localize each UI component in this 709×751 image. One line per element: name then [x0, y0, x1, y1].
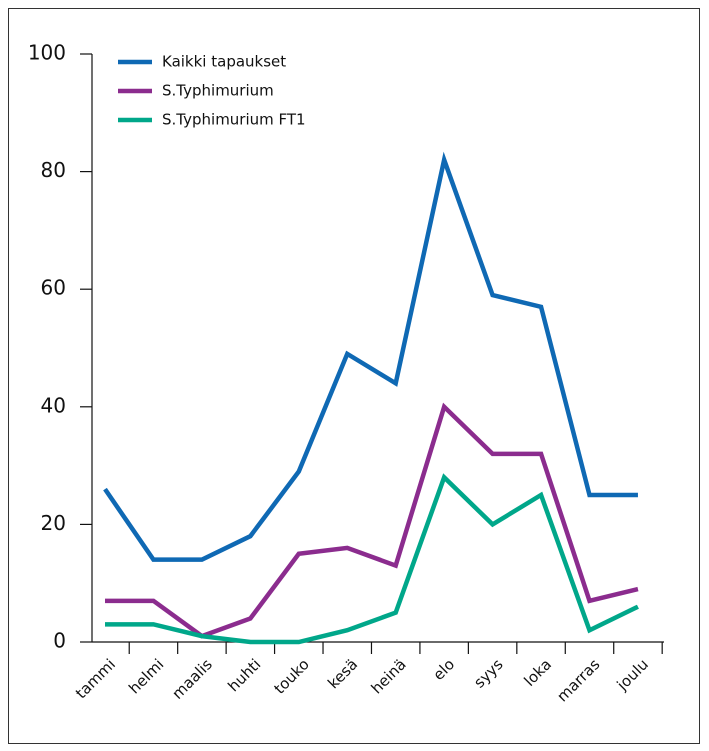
- legend-label: S.Typhimurium FT1: [162, 111, 306, 129]
- x-tick-label: kesä: [324, 655, 361, 692]
- y-tick-label: 0: [53, 629, 66, 653]
- y-tick-label: 80: [41, 158, 66, 182]
- x-tick-label: loka: [520, 655, 555, 690]
- frame: [8, 8, 700, 744]
- x-tick-label: marras: [553, 655, 603, 705]
- y-tick-label: 60: [41, 276, 66, 300]
- legend-label: Kaikki tapaukset: [162, 53, 286, 71]
- legend-label: S.Typhimurium: [162, 82, 274, 100]
- x-tick-label: touko: [270, 655, 312, 697]
- x-tick-label: joulu: [613, 655, 652, 694]
- y-tick-label: 40: [41, 393, 66, 417]
- x-tick-label: elo: [429, 655, 458, 684]
- x-tick-label: helmi: [125, 655, 167, 697]
- series-line: [103, 151, 638, 562]
- y-tick-label: 100: [28, 41, 66, 65]
- x-tick-label: heinä: [368, 655, 410, 697]
- x-tick-label: syys: [470, 655, 506, 691]
- y-tick-label: 20: [41, 511, 66, 535]
- x-tick-label: maalis: [168, 655, 216, 703]
- series-line: [105, 402, 639, 639]
- series-line: [105, 473, 639, 645]
- x-tick-label: huhti: [224, 655, 264, 695]
- x-tick-label: tammi: [72, 655, 119, 702]
